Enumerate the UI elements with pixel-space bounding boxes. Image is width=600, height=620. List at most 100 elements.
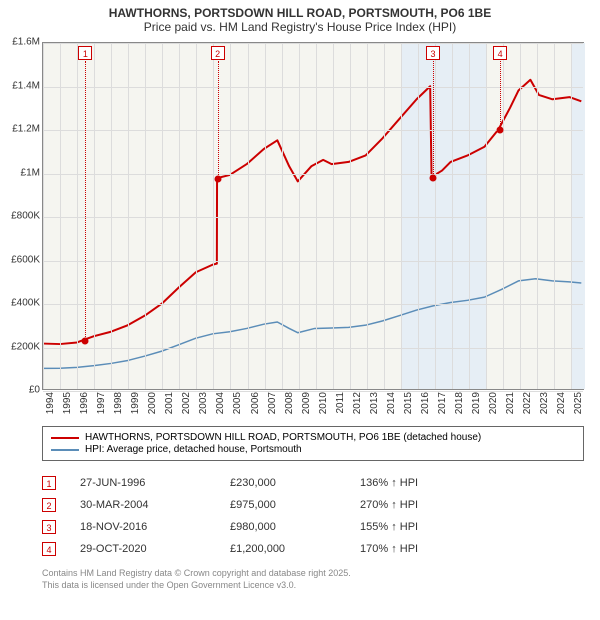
- x-tick-label: 2017: [437, 392, 448, 414]
- gridline-v: [162, 43, 163, 389]
- x-tick-label: 2012: [352, 392, 363, 414]
- sale-flag: 1: [78, 46, 92, 60]
- gridline-v: [537, 43, 538, 389]
- legend-label: HAWTHORNS, PORTSDOWN HILL ROAD, PORTSMOU…: [85, 432, 481, 443]
- gridline-v: [486, 43, 487, 389]
- gridline-v: [418, 43, 419, 389]
- x-tick-label: 2018: [454, 392, 465, 414]
- gridline-v: [469, 43, 470, 389]
- legend-item: HAWTHORNS, PORTSDOWN HILL ROAD, PORTSMOU…: [51, 432, 575, 443]
- x-tick-label: 1998: [113, 392, 124, 414]
- gridline-v: [333, 43, 334, 389]
- x-tick-label: 2008: [284, 392, 295, 414]
- x-tick-label: 2015: [403, 392, 414, 414]
- sale-hpi: 170% ↑ HPI: [360, 543, 480, 555]
- x-tick-label: 2003: [198, 392, 209, 414]
- chart-container: HAWTHORNS, PORTSDOWN HILL ROAD, PORTSMOU…: [0, 0, 600, 620]
- gridline-v: [520, 43, 521, 389]
- gridline-v: [43, 43, 44, 389]
- gridline-v: [196, 43, 197, 389]
- x-tick-label: 2023: [539, 392, 550, 414]
- x-tick-label: 2007: [267, 392, 278, 414]
- sale-price: £230,000: [230, 477, 360, 489]
- title-line2: Price paid vs. HM Land Registry's House …: [10, 20, 590, 34]
- gridline-v: [384, 43, 385, 389]
- sales-row: 230-MAR-2004£975,000270% ↑ HPI: [42, 494, 480, 516]
- x-tick-label: 2011: [335, 392, 346, 414]
- sale-flag-small: 1: [42, 476, 56, 490]
- y-tick-label: £1M: [0, 167, 40, 178]
- gridline-h: [43, 43, 583, 44]
- gridline-h: [43, 87, 583, 88]
- legend: HAWTHORNS, PORTSDOWN HILL ROAD, PORTSMOU…: [42, 426, 584, 461]
- gridline-v: [554, 43, 555, 389]
- gridline-v: [571, 43, 572, 389]
- x-tick-label: 2024: [556, 392, 567, 414]
- x-tick-label: 2001: [164, 392, 175, 414]
- sales-row: 127-JUN-1996£230,000136% ↑ HPI: [42, 472, 480, 494]
- x-tick-label: 2019: [471, 392, 482, 414]
- sale-connector: [500, 61, 501, 130]
- sales-row: 318-NOV-2016£980,000155% ↑ HPI: [42, 516, 480, 538]
- attribution-line: This data is licensed under the Open Gov…: [42, 580, 351, 592]
- x-tick-label: 2009: [301, 392, 312, 414]
- x-tick-label: 1995: [62, 392, 73, 414]
- attribution: Contains HM Land Registry data © Crown c…: [42, 568, 351, 591]
- gridline-v: [367, 43, 368, 389]
- y-tick-label: £0: [0, 385, 40, 396]
- y-tick-label: £1.4M: [0, 80, 40, 91]
- sale-date: 30-MAR-2004: [80, 499, 230, 511]
- title-block: HAWTHORNS, PORTSDOWN HILL ROAD, PORTSMOU…: [0, 0, 600, 36]
- gridline-v: [77, 43, 78, 389]
- x-tick-label: 2022: [522, 392, 533, 414]
- legend-item: HPI: Average price, detached house, Port…: [51, 444, 575, 455]
- sale-marker: [214, 175, 221, 182]
- gridline-v: [452, 43, 453, 389]
- gridline-v: [350, 43, 351, 389]
- x-tick-label: 2013: [369, 392, 380, 414]
- plot-area: 1234: [42, 42, 584, 390]
- sales-row: 429-OCT-2020£1,200,000170% ↑ HPI: [42, 538, 480, 560]
- gridline-v: [60, 43, 61, 389]
- gridline-h: [43, 348, 583, 349]
- x-tick-label: 2006: [250, 392, 261, 414]
- attribution-line: Contains HM Land Registry data © Crown c…: [42, 568, 351, 580]
- sale-flag: 4: [493, 46, 507, 60]
- gridline-v: [145, 43, 146, 389]
- y-tick-label: £400K: [0, 298, 40, 309]
- gridline-v: [435, 43, 436, 389]
- x-tick-label: 1996: [79, 392, 90, 414]
- x-tick-label: 2021: [505, 392, 516, 414]
- sale-price: £975,000: [230, 499, 360, 511]
- x-tick-label: 2025: [573, 392, 584, 414]
- gridline-v: [179, 43, 180, 389]
- series-svg: [43, 43, 583, 389]
- gridline-v: [111, 43, 112, 389]
- title-line1: HAWTHORNS, PORTSDOWN HILL ROAD, PORTSMOU…: [10, 6, 590, 20]
- gridline-h: [43, 391, 583, 392]
- gridline-v: [265, 43, 266, 389]
- sale-date: 18-NOV-2016: [80, 521, 230, 533]
- gridline-h: [43, 261, 583, 262]
- gridline-v: [94, 43, 95, 389]
- y-tick-label: £600K: [0, 254, 40, 265]
- sale-connector: [218, 61, 219, 179]
- legend-swatch: [51, 449, 79, 451]
- sale-price: £980,000: [230, 521, 360, 533]
- sale-marker: [497, 127, 504, 134]
- sale-date: 27-JUN-1996: [80, 477, 230, 489]
- gridline-v: [248, 43, 249, 389]
- sale-date: 29-OCT-2020: [80, 543, 230, 555]
- gridline-v: [213, 43, 214, 389]
- gridline-v: [401, 43, 402, 389]
- x-tick-label: 2004: [215, 392, 226, 414]
- gridline-v: [316, 43, 317, 389]
- y-tick-label: £1.6M: [0, 37, 40, 48]
- gridline-v: [282, 43, 283, 389]
- legend-label: HPI: Average price, detached house, Port…: [85, 444, 302, 455]
- gridline-v: [299, 43, 300, 389]
- sale-hpi: 270% ↑ HPI: [360, 499, 480, 511]
- x-tick-label: 2002: [181, 392, 192, 414]
- sale-price: £1,200,000: [230, 543, 360, 555]
- sale-flag: 2: [211, 46, 225, 60]
